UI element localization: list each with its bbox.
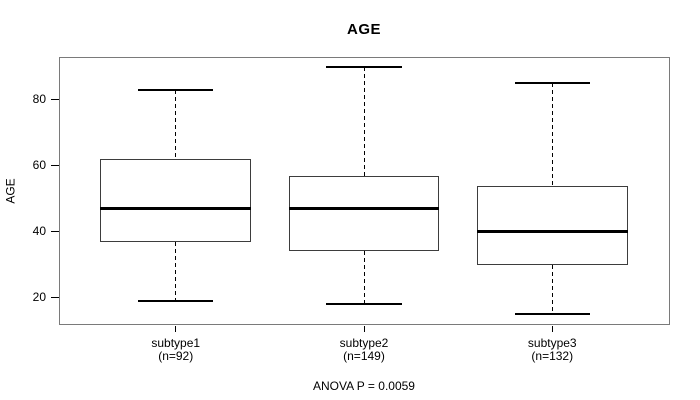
- group-n-count: (n=149): [343, 349, 385, 363]
- lower-whisker: [551, 264, 553, 315]
- group-label: subtype1 (n=92): [101, 337, 251, 363]
- chart-title: AGE: [346, 21, 381, 38]
- y-tick: [51, 99, 59, 101]
- y-tick-label: 40: [32, 223, 46, 238]
- x-tick: [551, 326, 553, 332]
- group-name: subtype1: [151, 336, 201, 350]
- y-tick-label: 60: [32, 157, 46, 172]
- y-tick: [51, 297, 59, 299]
- median-line: [100, 207, 252, 211]
- iqr-box: [476, 185, 628, 265]
- group-label: subtype2 (n=149): [289, 337, 439, 363]
- upper-whisker-cap: [326, 65, 402, 68]
- group-label: subtype3 (n=132): [477, 337, 627, 363]
- iqr-box: [288, 175, 440, 252]
- group-n-count: (n=132): [531, 349, 574, 363]
- median-line: [288, 207, 440, 211]
- iqr-box: [100, 159, 252, 242]
- x-tick: [175, 326, 177, 332]
- lower-whisker: [363, 251, 365, 305]
- group-name: subtype2: [339, 336, 389, 350]
- median-line: [476, 230, 628, 234]
- upper-whisker: [363, 66, 365, 176]
- lower-whisker: [175, 241, 177, 301]
- plot-area: [59, 57, 670, 325]
- lower-whisker-cap: [326, 303, 402, 306]
- upper-whisker: [175, 89, 177, 160]
- anova-annotation: ANOVA P = 0.0059: [313, 379, 415, 393]
- upper-whisker: [551, 83, 553, 186]
- y-tick: [51, 165, 59, 167]
- group-name: subtype3: [527, 336, 577, 350]
- x-tick: [363, 326, 365, 332]
- lower-whisker-cap: [138, 299, 214, 302]
- y-tick-label: 80: [32, 91, 46, 106]
- y-tick: [51, 231, 59, 233]
- upper-whisker-cap: [514, 82, 590, 85]
- group-n-count: (n=92): [158, 349, 194, 363]
- y-tick-label: 20: [32, 289, 46, 304]
- lower-whisker-cap: [514, 313, 590, 316]
- upper-whisker-cap: [138, 88, 214, 91]
